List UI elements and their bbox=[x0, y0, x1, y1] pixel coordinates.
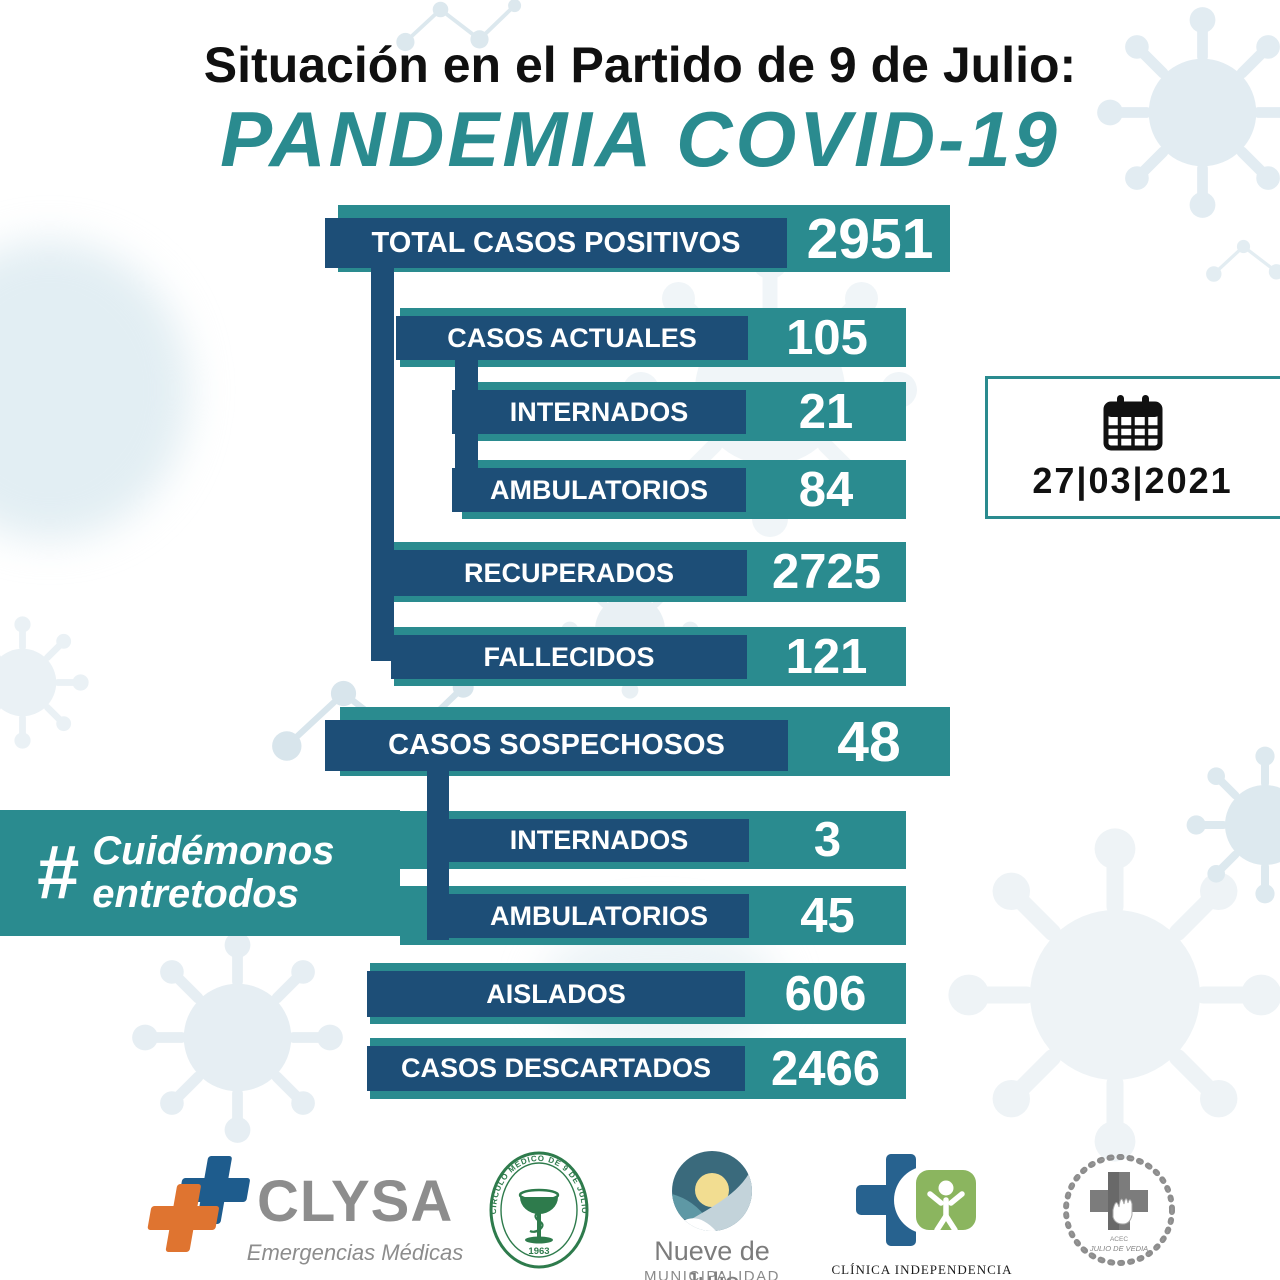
clinica-name: CLÍNICA INDEPENDENCIA bbox=[831, 1262, 1013, 1277]
municipalidad-logo: Nueve de Julio MUNICIPALIDAD bbox=[628, 1148, 796, 1280]
tree-connector bbox=[427, 755, 449, 940]
stat-row-total-casos-positivos: TOTAL CASOS POSITIVOS 2951 bbox=[325, 205, 950, 272]
stat-value: 606 bbox=[784, 966, 867, 1021]
stamp-line2: JULIO DE VEDIA bbox=[1089, 1244, 1148, 1253]
stat-value: 2466 bbox=[770, 1041, 880, 1096]
stat-label: AMBULATORIOS bbox=[452, 468, 746, 512]
tree-connector bbox=[371, 266, 394, 661]
stamp-emblem-icon: ACEC JULIO DE VEDIA bbox=[1063, 1154, 1175, 1266]
stat-value: 2951 bbox=[806, 206, 934, 271]
stat-label: AISLADOS bbox=[367, 971, 745, 1017]
clysa-logo: CLYSA Emergencias Médicas bbox=[135, 1152, 465, 1277]
virus-decoration bbox=[130, 930, 345, 1145]
circulo-year: 1963 bbox=[528, 1246, 549, 1257]
stat-label: AMBULATORIOS bbox=[449, 894, 749, 938]
stat-label: INTERNADOS bbox=[452, 390, 746, 434]
stat-value: 21 bbox=[798, 384, 854, 439]
stat-row-ambulatorios-sospechosos: AMBULATORIOS 45 bbox=[400, 886, 906, 945]
date-box: 27|03|2021 bbox=[985, 376, 1280, 519]
clysa-name: CLYSA bbox=[257, 1169, 454, 1234]
stat-row-casos-descartados: CASOS DESCARTADOS 2466 bbox=[367, 1038, 906, 1099]
pandemia-covid-title: PANDEMIA COVID-19 bbox=[220, 95, 1060, 183]
calendar-icon bbox=[1103, 394, 1162, 450]
stat-label: CASOS DESCARTADOS bbox=[367, 1046, 745, 1091]
clysa-tagline: Emergencias Médicas bbox=[246, 1240, 464, 1265]
stat-row-aislados: AISLADOS 606 bbox=[367, 963, 906, 1024]
stat-value: 84 bbox=[798, 462, 854, 517]
stamp-line1: ACEC bbox=[1110, 1236, 1128, 1243]
virus-decoration bbox=[945, 825, 1280, 1165]
hash-symbol: # bbox=[36, 830, 79, 915]
stat-label: FALLECIDOS bbox=[391, 635, 747, 679]
stat-row-ambulatorios: AMBULATORIOS 84 bbox=[452, 460, 906, 519]
stat-label: CASOS SOSPECHOSOS bbox=[325, 720, 788, 771]
report-date: 27|03|2021 bbox=[1032, 459, 1233, 501]
municipalidad-name: Nueve de Julio bbox=[654, 1236, 770, 1280]
stat-row-internados-sospechosos: INTERNADOS 3 bbox=[400, 811, 906, 869]
stat-value: 48 bbox=[837, 709, 901, 774]
stat-value: 2725 bbox=[771, 545, 881, 599]
municipalidad-subtitle: MUNICIPALIDAD bbox=[644, 1268, 780, 1280]
stat-value: 105 bbox=[786, 310, 868, 365]
circulo-medico-emblem-icon: CIRCULO MEDICO DE 9 DE JULIO 1963 bbox=[489, 1151, 589, 1269]
page-title: Situación en el Partido de 9 de Julio: bbox=[203, 37, 1077, 93]
clysa-crosses-icon bbox=[147, 1156, 250, 1252]
stat-value: 3 bbox=[813, 813, 842, 867]
background-blob bbox=[0, 240, 190, 540]
stat-row-fallecidos: FALLECIDOS 121 bbox=[391, 627, 906, 686]
stat-label: TOTAL CASOS POSITIVOS bbox=[325, 218, 787, 268]
clinica-emblem-icon bbox=[856, 1154, 976, 1246]
stat-row-internados: INTERNADOS 21 bbox=[452, 382, 906, 441]
municipalidad-emblem-icon bbox=[672, 1151, 752, 1231]
virus-decoration bbox=[1185, 745, 1280, 905]
circulo-medico-logo: CIRCULO MEDICO DE 9 DE JULIO 1963 bbox=[486, 1150, 592, 1276]
stat-value: 45 bbox=[800, 888, 855, 943]
stat-row-recuperados: RECUPERADOS 2725 bbox=[391, 542, 906, 602]
molecule-decoration bbox=[1205, 230, 1280, 285]
virus-decoration bbox=[0, 615, 90, 750]
hospital-stamp-logo: ACEC JULIO DE VEDIA bbox=[1055, 1148, 1183, 1276]
tree-connector bbox=[455, 358, 478, 505]
stat-value: 121 bbox=[785, 629, 868, 684]
hashtag-line1: Cuidémonos bbox=[92, 828, 335, 873]
hashtag-line2: entretodos bbox=[92, 872, 299, 916]
stat-label: RECUPERADOS bbox=[391, 550, 747, 596]
stat-label: CASOS ACTUALES bbox=[396, 316, 748, 360]
hashtag-banner: # Cuidémonos entretodos bbox=[0, 810, 400, 936]
stat-label: INTERNADOS bbox=[449, 819, 749, 862]
clinica-independencia-logo: CLÍNICA INDEPENDENCIA bbox=[832, 1150, 1011, 1280]
